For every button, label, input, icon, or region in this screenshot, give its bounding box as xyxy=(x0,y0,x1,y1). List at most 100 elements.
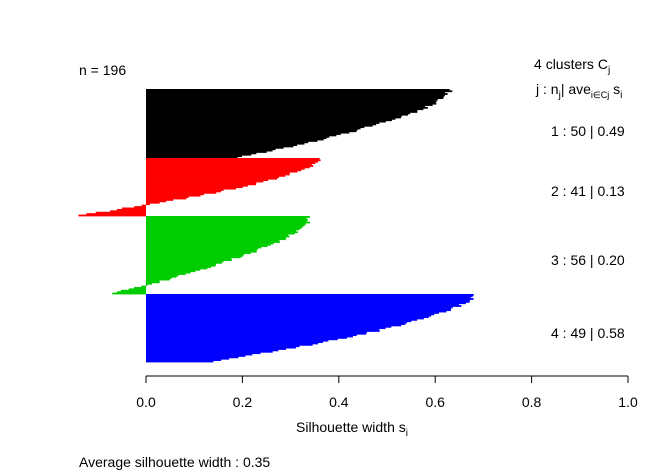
silhouette-bar xyxy=(146,236,287,239)
silhouette-bar xyxy=(146,252,251,254)
silhouette-bar xyxy=(146,127,361,130)
silhouette-bar xyxy=(146,305,462,307)
silhouette-bar xyxy=(146,324,402,327)
silhouette-bar xyxy=(146,130,357,133)
silhouette-bar xyxy=(146,345,300,348)
silhouette-bar xyxy=(146,310,447,313)
silhouette-bar xyxy=(146,152,257,155)
silhouette-bar xyxy=(146,238,286,241)
silhouette-bar xyxy=(146,217,307,220)
silhouette-bar xyxy=(146,170,298,173)
silhouette-bar xyxy=(146,334,357,337)
silhouette-bar xyxy=(146,349,279,352)
cluster-3-bars xyxy=(112,216,311,295)
silhouette-bar xyxy=(146,249,257,252)
silhouette-bar xyxy=(86,213,146,215)
average-silhouette-width: Average silhouette width : 0.35 xyxy=(79,454,270,470)
silhouette-bar xyxy=(134,287,146,289)
silhouette-bar xyxy=(146,259,232,261)
silhouette-bar xyxy=(146,225,304,228)
silhouette-bar xyxy=(146,294,474,296)
silhouette-bar xyxy=(146,105,426,108)
silhouette-bar xyxy=(146,182,257,184)
silhouette-bar xyxy=(122,207,146,210)
silhouette-bar xyxy=(146,341,324,343)
silhouette-bar xyxy=(146,173,290,176)
silhouette-bar xyxy=(146,117,396,120)
silhouette-bar xyxy=(146,134,337,137)
silhouette-bar xyxy=(146,144,298,146)
legend-row-cluster-1: 1 : 50 | 0.49 xyxy=(551,123,625,139)
silhouette-bar xyxy=(146,224,305,227)
silhouette-bar xyxy=(146,98,438,101)
silhouette-bar xyxy=(134,206,146,208)
silhouette-bar xyxy=(146,323,406,325)
silhouette-bar xyxy=(146,278,170,281)
silhouette-bar xyxy=(146,177,278,180)
silhouette-bar xyxy=(128,288,146,291)
silhouette-bar xyxy=(141,285,146,288)
silhouette-bar xyxy=(146,246,262,249)
silhouette-bar xyxy=(146,332,367,335)
silhouette-bar xyxy=(146,135,330,138)
silhouette-bar xyxy=(146,320,412,323)
silhouette-bar xyxy=(146,321,407,324)
legend-header: j : nj| avei∈Cj si xyxy=(535,81,622,101)
silhouette-bar xyxy=(146,187,237,190)
silhouette-bar xyxy=(110,210,146,213)
silhouette-bar xyxy=(146,129,358,131)
silhouette-bar xyxy=(146,93,448,95)
silhouette-bar xyxy=(146,228,300,231)
silhouette-bar xyxy=(146,307,452,310)
silhouette-bar xyxy=(146,239,280,242)
silhouette-bar xyxy=(146,104,433,106)
silhouette-bar xyxy=(146,155,242,158)
silhouette-bar xyxy=(146,101,436,104)
cluster-4-bars xyxy=(146,294,474,363)
silhouette-bar xyxy=(146,169,302,172)
silhouette-bar xyxy=(146,100,437,102)
silhouette-bar xyxy=(146,90,453,93)
x-axis-label: Silhouette width si xyxy=(296,419,408,439)
cluster-2-bars xyxy=(78,158,321,217)
silhouette-bar xyxy=(146,220,307,222)
silhouette-bar xyxy=(146,133,341,135)
silhouette-bar xyxy=(146,266,212,268)
silhouette-bar xyxy=(146,295,473,298)
silhouette-bar xyxy=(146,106,428,109)
silhouette-bar xyxy=(141,204,146,207)
n-label: n = 196 xyxy=(79,62,126,78)
silhouette-bar xyxy=(146,282,153,285)
silhouette-bar xyxy=(146,316,429,318)
silhouette-bar xyxy=(146,300,470,303)
silhouette-bar xyxy=(146,328,380,331)
silhouette-bar xyxy=(146,352,261,355)
silhouette-bar xyxy=(146,229,297,232)
silhouette-bar xyxy=(146,196,189,199)
silhouette-bar xyxy=(146,318,418,321)
silhouette-bar xyxy=(146,180,264,183)
silhouette-bar xyxy=(146,325,392,328)
silhouette-bar xyxy=(146,120,386,123)
silhouette-bar xyxy=(146,330,380,332)
silhouette-bar xyxy=(146,141,309,144)
silhouette-bar xyxy=(146,119,392,122)
x-tick-label: 0.0 xyxy=(136,394,156,410)
silhouette-bar xyxy=(146,317,424,320)
silhouette-bar xyxy=(146,199,174,201)
silhouette-bar xyxy=(146,115,402,117)
silhouette-bar xyxy=(146,357,230,360)
silhouette-bar xyxy=(146,91,446,94)
silhouette-bar xyxy=(146,197,187,200)
silhouette-bar xyxy=(146,312,439,314)
silhouette-bar xyxy=(146,270,196,273)
silhouette-bar xyxy=(146,142,305,145)
silhouette-bar xyxy=(146,313,435,316)
silhouette-bar xyxy=(146,339,329,342)
silhouette-bar xyxy=(146,227,302,229)
x-tick-label: 1.0 xyxy=(618,394,638,410)
silhouette-bar xyxy=(146,95,444,98)
silhouette-bar xyxy=(146,306,453,309)
silhouette-bar xyxy=(146,179,269,182)
silhouette-bar xyxy=(146,350,273,353)
